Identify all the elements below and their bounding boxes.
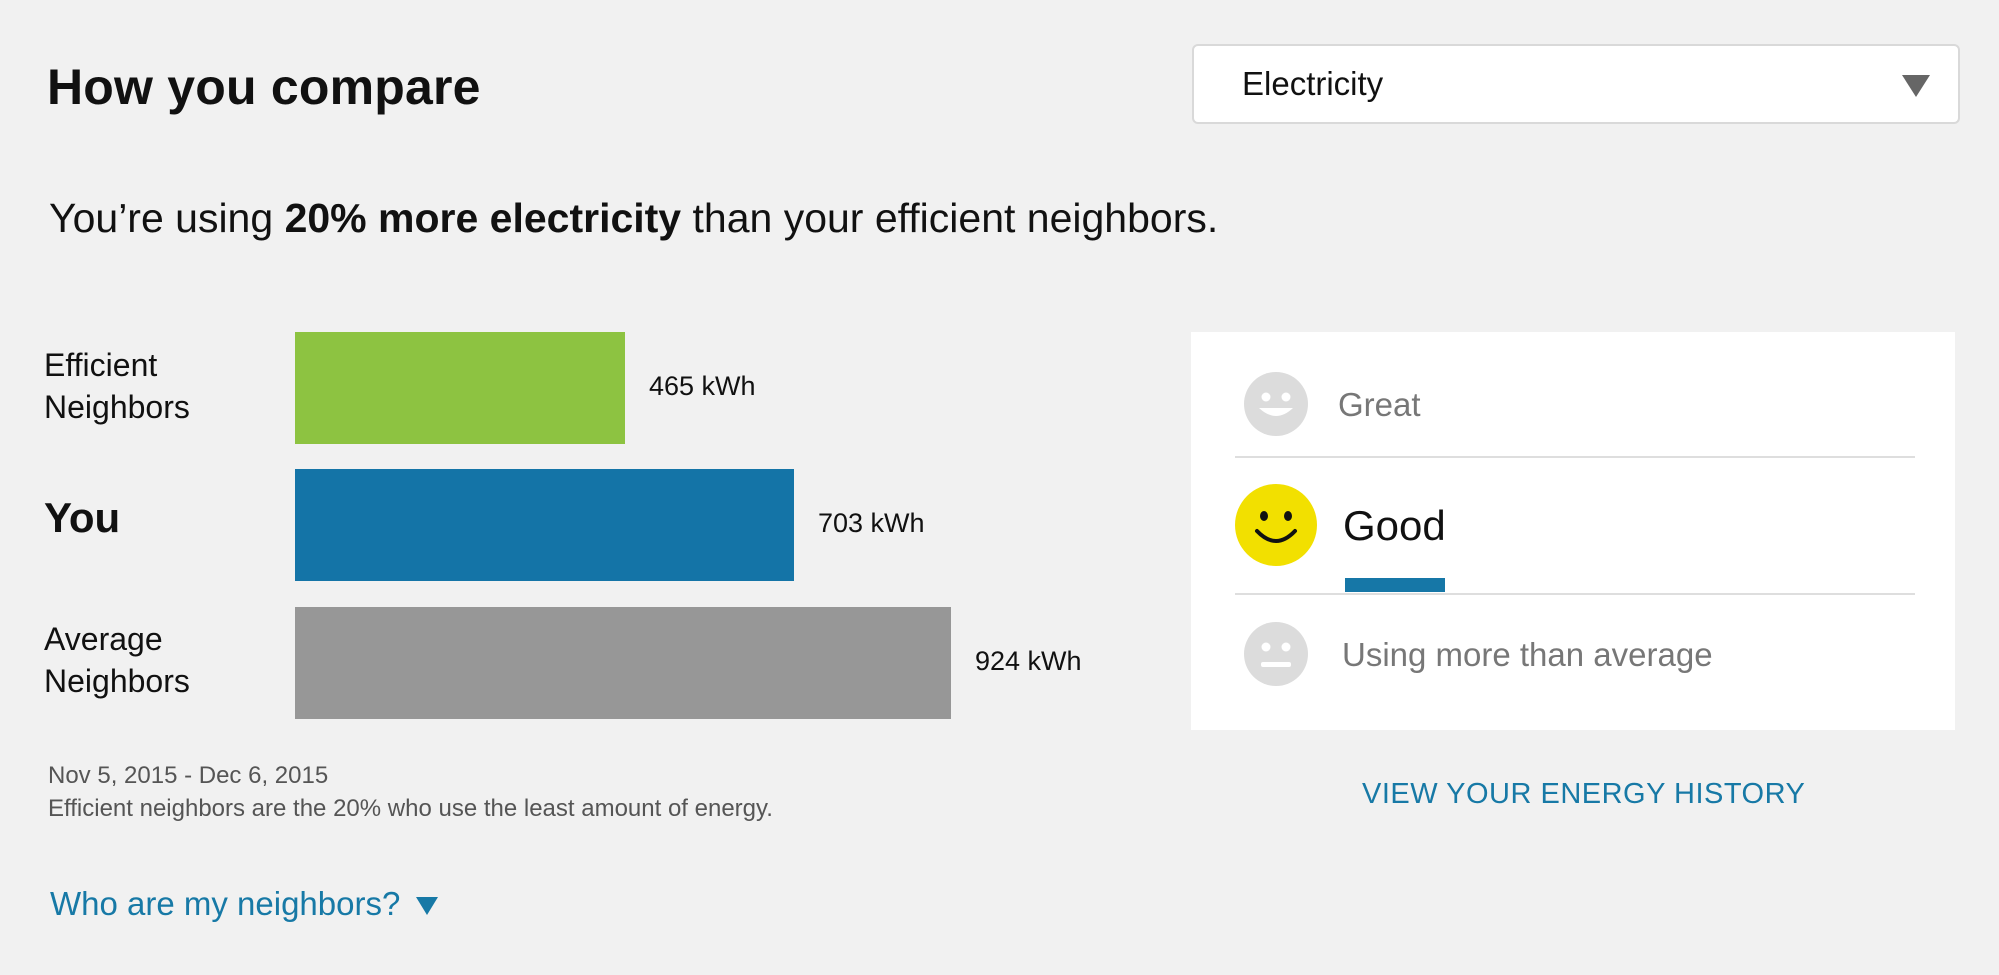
average-label-line1: Average: [44, 621, 163, 657]
you-label: You: [44, 494, 121, 541]
rating-divider: [1235, 593, 1915, 595]
efficient-neighbors-definition: Efficient neighbors are the 20% who use …: [48, 795, 773, 822]
who-are-my-neighbors-link[interactable]: Who are my neighbors?: [50, 885, 439, 923]
smiley-good-icon: [1235, 484, 1317, 566]
average-neighbors-label: Average Neighbors: [44, 618, 190, 702]
bar-value-average: 924 kWh: [975, 646, 1082, 676]
neighbors-link-label: Who are my neighbors?: [50, 885, 401, 922]
bar-efficient-neighbors: [295, 332, 625, 444]
rating-divider: [1235, 456, 1915, 458]
bar-value-efficient: 465 kWh: [649, 371, 756, 401]
comparison-summary: You’re using 20% more electricity than y…: [49, 195, 1218, 242]
fuel-type-value: Electricity: [1242, 65, 1384, 102]
summary-prefix: You’re using: [49, 195, 285, 241]
rating-label-using-more: Using more than average: [1342, 636, 1713, 673]
efficient-neighbors-label: Efficient Neighbors: [44, 344, 190, 428]
efficient-label-line1: Efficient: [44, 347, 158, 383]
date-range: Nov 5, 2015 - Dec 6, 2015: [48, 762, 329, 789]
current-rating-marker: [1345, 578, 1445, 592]
rating-label-good: Good: [1343, 502, 1446, 549]
efficient-label-line2: Neighbors: [44, 389, 190, 425]
summary-highlight: 20% more electricity: [284, 195, 682, 241]
bar-average-neighbors: [295, 607, 951, 719]
triangle-down-icon: [1902, 75, 1930, 97]
smiley-happy-icon: [1244, 372, 1308, 436]
view-energy-history-link[interactable]: VIEW YOUR ENERGY HISTORY: [1362, 778, 1806, 810]
bar-value-you: 703 kWh: [818, 508, 925, 538]
triangle-down-icon: [416, 897, 439, 916]
bar-you: [295, 469, 794, 581]
rating-label-great: Great: [1338, 386, 1421, 423]
fuel-type-select[interactable]: Electricity: [1192, 44, 1960, 124]
page-title: How you compare: [47, 59, 481, 115]
average-label-line2: Neighbors: [44, 663, 190, 699]
summary-suffix: than your efficient neighbors.: [681, 195, 1219, 241]
smiley-neutral-icon: [1244, 622, 1308, 686]
rating-card: Great Good Using more than average: [1191, 332, 1955, 730]
